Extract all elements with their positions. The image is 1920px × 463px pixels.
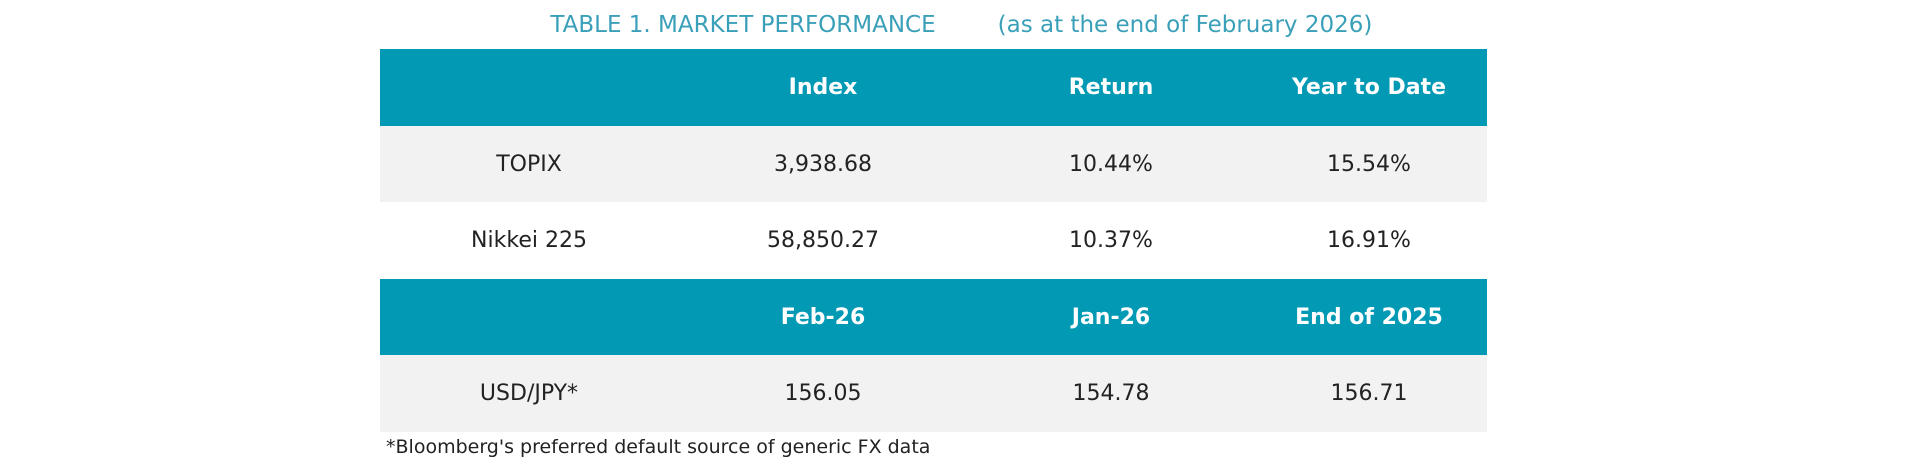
data-row: TOPIX 3,938.68 10.44% 15.54% <box>380 125 1487 203</box>
table-cell: 156.71 <box>1330 381 1408 406</box>
table-cell: TOPIX <box>496 151 562 177</box>
table-cell: 156.05 <box>784 381 862 406</box>
table-cell: 154.78 <box>1072 381 1150 406</box>
header-cell: Feb-26 <box>780 304 866 330</box>
header-cell: Year to Date <box>1291 75 1447 100</box>
table-cell: USD/JPY* <box>479 381 579 406</box>
header-cell: Index <box>788 75 858 100</box>
footnote: *Bloomberg's preferred default source of… <box>386 436 931 458</box>
table-cell: 16.91% <box>1327 228 1411 253</box>
table-cell: 58,850.27 <box>767 228 879 253</box>
header-cell: Return <box>1068 75 1154 100</box>
header-row: Index Return Year to Date <box>380 49 1487 126</box>
table-cell: 15.54% <box>1327 151 1411 177</box>
table-subtitle: (as at the end of February 2026) <box>997 12 1373 38</box>
header-cell: End of 2025 <box>1295 304 1443 330</box>
table-title: TABLE 1. MARKET PERFORMANCE <box>550 12 936 38</box>
table-cell: Nikkei 225 <box>471 228 587 253</box>
table-cell: 3,938.68 <box>774 151 872 177</box>
data-row: Nikkei 225 58,850.27 10.37% 16.91% <box>380 202 1487 279</box>
header-cell: Jan-26 <box>1071 304 1151 330</box>
table-cell: 10.44% <box>1069 151 1153 177</box>
table-cell: 10.37% <box>1069 228 1153 253</box>
header-row: Feb-26 Jan-26 End of 2025 <box>380 278 1487 356</box>
data-row: USD/JPY* 156.05 154.78 156.71 <box>380 355 1487 432</box>
